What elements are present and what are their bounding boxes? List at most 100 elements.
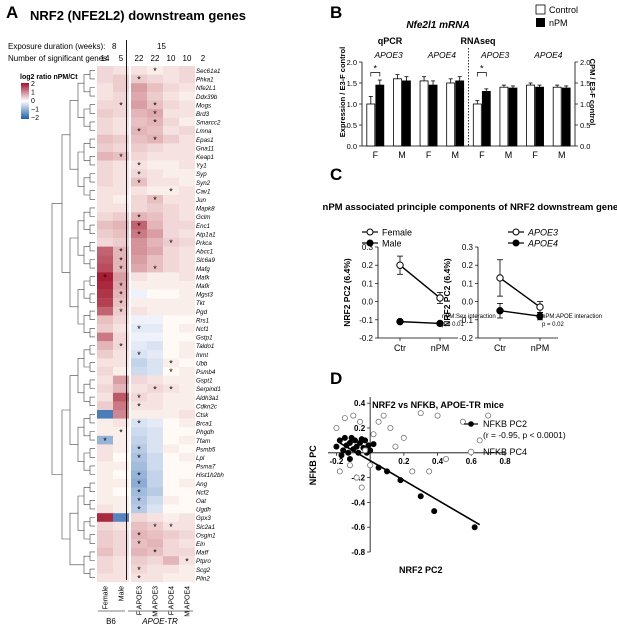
heatmap-cell <box>113 246 129 256</box>
significance-star: * <box>137 505 141 515</box>
gene-label: Lmna <box>196 128 212 135</box>
heatmap-cell <box>147 169 163 178</box>
b-bar-npm <box>455 80 465 147</box>
heatmap-cell <box>113 143 129 153</box>
significance-star: * <box>169 367 173 377</box>
b-xlabel: F <box>532 150 538 160</box>
heatmap-cell <box>163 212 179 221</box>
dendrogram-branch <box>89 242 95 252</box>
dendrogram-branch <box>83 418 90 437</box>
panel-label-b: B <box>330 3 342 22</box>
b-sig-star: * <box>480 64 484 74</box>
heatmap-cell <box>163 470 179 479</box>
dendrogram-branch <box>83 211 90 230</box>
heatmap-cell <box>131 195 147 204</box>
sig-count: 22 <box>135 54 144 63</box>
heatmap-cell <box>179 281 195 290</box>
b-bar-npm <box>561 87 571 147</box>
heatmap-cell <box>131 513 147 522</box>
heatmap-cell <box>97 281 113 290</box>
significance-star: * <box>153 522 157 532</box>
dendrogram-branch <box>89 517 95 527</box>
heatmap-cell <box>163 453 179 462</box>
b-ytick-label-right: 1.0 <box>580 100 590 109</box>
heatmap-cell <box>163 435 179 445</box>
heatmap-cell <box>131 410 147 419</box>
b-ytick-label-left: 1.5 <box>347 79 357 88</box>
dendrogram-branch <box>89 276 95 286</box>
heatmap-cell <box>179 263 195 273</box>
gene-label: Ncf2 <box>196 489 209 496</box>
significance-star: * <box>169 384 173 394</box>
heatmap-cell <box>113 109 129 118</box>
b-xlabel: M <box>398 150 406 160</box>
d-point-pc4 <box>409 468 416 475</box>
dendrogram-branch <box>89 173 95 183</box>
dendrogram-branch <box>89 104 95 114</box>
b-legend-control-swatch <box>535 4 546 15</box>
b-ytick-label-right: 0.0 <box>580 142 590 151</box>
heatmap-cell <box>131 83 147 92</box>
gene-labels: Sec61a1Phka1Nfe2L1Ddx39bMogsBrd3Smarcc2L… <box>195 68 224 582</box>
gene-label: Gna11 <box>196 145 214 152</box>
d-point-pc4 <box>387 424 394 431</box>
significance-star: * <box>119 281 123 291</box>
gene-label: Gstp1 <box>196 335 213 342</box>
d-chart: -0.20.20.40.60.80.40.2-0.2-0.4-0.6-0.8NR… <box>308 397 566 575</box>
heatmap-cell <box>179 324 195 333</box>
heatmap-cell <box>179 513 195 522</box>
heatmap-cell <box>163 487 179 497</box>
heatmap-cell <box>179 315 195 325</box>
heatmap-cell <box>97 298 113 307</box>
heatmap-cell <box>97 91 113 101</box>
heatmap-cell <box>131 332 147 342</box>
c-legend-marker <box>512 239 520 247</box>
significance-star: * <box>185 556 189 566</box>
significance-star: * <box>137 393 141 403</box>
significance-star: * <box>119 298 123 308</box>
dendrogram-branch <box>89 534 95 544</box>
c-point <box>536 312 544 320</box>
heatmap-cell <box>113 306 129 316</box>
heatmap-cell <box>147 539 163 548</box>
heatmap-cell <box>179 229 195 239</box>
d-ytick-label: -0.4 <box>351 498 365 507</box>
significance-star: * <box>103 436 107 446</box>
gene-label: Gclm <box>196 214 210 221</box>
heatmap-cell <box>147 238 163 247</box>
column-label: M APOE4 <box>185 586 192 617</box>
significance-star: * <box>137 212 141 222</box>
heatmap-cell <box>113 564 129 574</box>
heatmap-cell <box>113 238 129 247</box>
heatmap-cell <box>147 83 163 92</box>
c-point <box>396 317 404 326</box>
significance-star: * <box>153 384 157 394</box>
significance-star: * <box>153 101 157 111</box>
heatmap-cell <box>97 212 113 221</box>
legend-title: log2 ratio nPM/Ct <box>20 74 78 81</box>
heatmap-cell <box>179 169 195 178</box>
d-point-pc4 <box>485 412 492 419</box>
heatmap-cell <box>131 401 147 411</box>
panel-label-c: C <box>330 165 342 184</box>
heatmap-cell <box>163 272 179 282</box>
gene-label: Jun <box>195 197 207 204</box>
heatmap-cell <box>179 392 195 402</box>
heatmap-cell <box>163 255 179 264</box>
heatmap-cell <box>113 530 129 540</box>
gene-label: Pgd <box>196 309 208 316</box>
sig-label: Number of significant genes: <box>8 54 109 63</box>
heatmap-cell <box>97 186 113 196</box>
heatmap-cell <box>147 117 163 127</box>
heatmap-cell <box>131 160 147 170</box>
heatmap-cell <box>163 281 179 290</box>
heatmap-cell <box>179 367 195 376</box>
heatmap-cell <box>163 91 179 101</box>
d-point-pc4 <box>400 434 407 441</box>
gene-label: Abcc1 <box>195 249 213 256</box>
gene-label: Gpx3 <box>196 515 211 522</box>
gene-label: Ang <box>195 481 208 488</box>
gene-label: Yy1 <box>196 163 207 170</box>
gene-label: Sec61a1 <box>196 68 220 75</box>
heatmap-cell <box>163 461 179 471</box>
